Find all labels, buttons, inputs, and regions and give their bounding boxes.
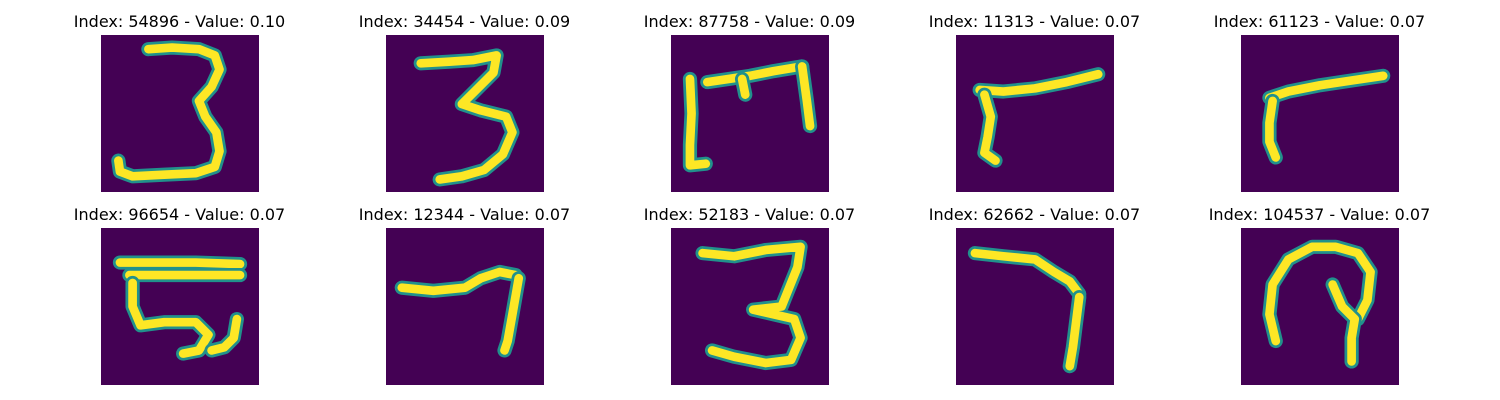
panel-title: Index: 52183 - Value: 0.07 [643, 205, 856, 224]
panel: Index: 104537 - Value: 0.07 [1177, 193, 1462, 385]
panel: Index: 61123 - Value: 0.07 [1177, 0, 1462, 192]
digit-stroke [970, 248, 1084, 299]
digit-stroke [128, 278, 213, 358]
digit-stroke [1265, 96, 1281, 162]
digit-stroke [1265, 242, 1375, 346]
panel: Index: 87758 - Value: 0.09 [607, 0, 892, 192]
panel: Index: 62662 - Value: 0.07 [892, 193, 1177, 385]
digit-image [101, 35, 259, 192]
panel: Index: 34454 - Value: 0.09 [322, 0, 607, 192]
digit-image [956, 35, 1114, 192]
panel-title: Index: 11313 - Value: 0.07 [928, 12, 1141, 31]
digit-stroke [115, 258, 245, 269]
digit-stroke [397, 267, 520, 296]
digit-stroke [797, 62, 815, 131]
panel-title: Index: 104537 - Value: 0.07 [1208, 205, 1431, 224]
digit-stroke [114, 43, 224, 181]
panel-title: Index: 87758 - Value: 0.09 [643, 12, 856, 31]
digit-stroke [737, 74, 750, 99]
digit-stroke [1265, 71, 1388, 103]
digit-stroke [1328, 280, 1360, 366]
panel: Index: 96654 - Value: 0.07 [37, 193, 322, 385]
digit-image [1241, 35, 1399, 192]
digit-image [1241, 228, 1399, 385]
digit-stroke [980, 90, 1000, 165]
digit-stroke [702, 62, 807, 87]
digit-image [101, 228, 259, 385]
digit-image [386, 228, 544, 385]
panel: Index: 11313 - Value: 0.07 [892, 0, 1177, 192]
panel-title: Index: 12344 - Value: 0.07 [358, 205, 571, 224]
digit-image [956, 228, 1114, 385]
digit-stroke [500, 273, 524, 355]
panel-title: Index: 34454 - Value: 0.09 [358, 12, 571, 31]
digit-stroke [1065, 292, 1084, 371]
digit-stroke [207, 314, 242, 355]
panel: Index: 12344 - Value: 0.07 [322, 193, 607, 385]
digit-stroke [698, 242, 805, 368]
panel-title: Index: 54896 - Value: 0.10 [73, 12, 286, 31]
panel-title: Index: 96654 - Value: 0.07 [73, 205, 286, 224]
panel-title: Index: 62662 - Value: 0.07 [928, 205, 1141, 224]
panel-title: Index: 61123 - Value: 0.07 [1213, 12, 1426, 31]
digit-image [386, 35, 544, 192]
digit-stroke [416, 51, 517, 184]
panel: Index: 54896 - Value: 0.10 [37, 0, 322, 192]
digit-stroke [685, 74, 711, 170]
digit-image [671, 228, 829, 385]
digit-image [671, 35, 829, 192]
panel: Index: 52183 - Value: 0.07 [607, 193, 892, 385]
digit-stroke [975, 69, 1103, 96]
